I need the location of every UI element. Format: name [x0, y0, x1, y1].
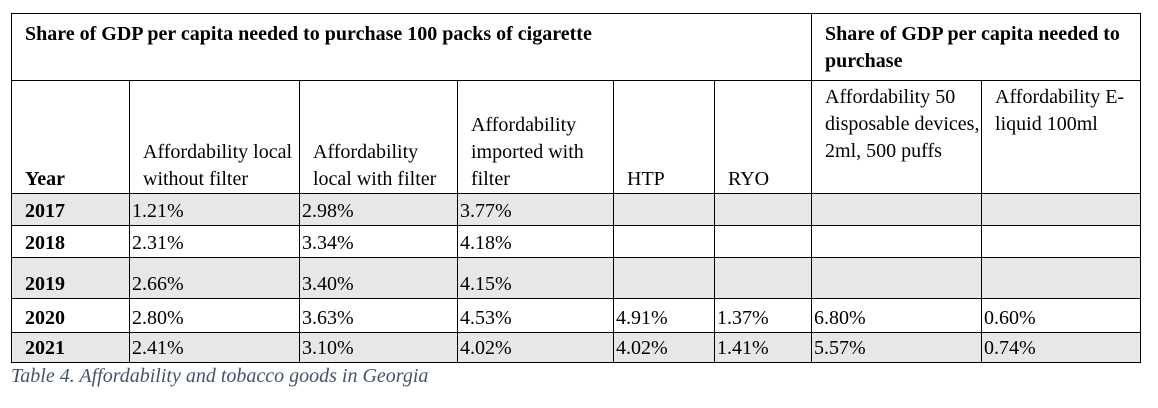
value-cell: 2.31% — [129, 225, 300, 258]
value-cell — [981, 257, 1142, 299]
value-cell: 4.02% — [613, 332, 715, 363]
value-cell: 2.80% — [129, 298, 300, 333]
value-cell: 4.53% — [457, 298, 614, 333]
value-cell: 6.80% — [811, 298, 983, 333]
value-cell: 3.40% — [299, 257, 458, 299]
value-cell: 3.77% — [457, 193, 614, 226]
value-cell: 2.41% — [129, 332, 300, 363]
value-cell — [811, 225, 983, 258]
table-row: 2020 2.80% 3.63% 4.53% 4.91% 1.37% 6.80%… — [11, 298, 1142, 333]
header-right: Share of GDP per capita needed to purcha… — [811, 13, 1142, 81]
col-ryo: RYO — [713, 80, 813, 194]
value-cell — [613, 193, 715, 226]
col-imported-with-filter: Affordability imported with filter — [457, 80, 614, 194]
value-cell — [713, 225, 813, 258]
col-year: Year — [11, 80, 130, 194]
header-left: Share of GDP per capita needed to purcha… — [10, 13, 813, 81]
value-cell: 2.98% — [299, 193, 458, 226]
value-cell: 3.63% — [299, 298, 458, 333]
col-local-with-filter: Affordability local with filter — [299, 80, 458, 194]
value-cell — [713, 257, 813, 299]
table-row: 2021 2.41% 3.10% 4.02% 4.02% 1.41% 5.57%… — [11, 332, 1142, 363]
value-cell: 1.41% — [713, 332, 813, 363]
value-cell: 1.21% — [129, 193, 300, 226]
col-htp: HTP — [613, 80, 715, 194]
value-cell: 3.10% — [299, 332, 458, 363]
value-cell — [981, 225, 1142, 258]
value-cell: 1.37% — [713, 298, 813, 333]
table-row: 2017 1.21% 2.98% 3.77% — [11, 193, 1142, 226]
value-cell — [981, 193, 1142, 226]
year-cell: 2020 — [11, 298, 130, 333]
year-cell: 2021 — [11, 332, 130, 363]
table-row: 2018 2.31% 3.34% 4.18% — [11, 225, 1142, 258]
value-cell: 4.02% — [457, 332, 614, 363]
value-cell: 4.18% — [457, 225, 614, 258]
table-caption: Table 4. Affordability and tobacco goods… — [11, 365, 429, 387]
value-cell — [811, 257, 983, 299]
value-cell: 5.57% — [811, 332, 983, 363]
year-cell: 2017 — [11, 193, 130, 226]
year-cell: 2019 — [11, 257, 130, 299]
value-cell: 0.60% — [981, 298, 1142, 333]
value-cell — [613, 257, 715, 299]
value-cell: 0.74% — [981, 332, 1142, 363]
col-local-without-filter: Affordability local without filter — [129, 80, 300, 194]
value-cell — [613, 225, 715, 258]
value-cell: 4.15% — [457, 257, 614, 299]
value-cell: 2.66% — [129, 257, 300, 299]
table-row: 2019 2.66% 3.40% 4.15% — [11, 257, 1142, 299]
value-cell — [811, 193, 983, 226]
affordability-table: Share of GDP per capita needed to purcha… — [10, 13, 1142, 363]
year-cell: 2018 — [11, 225, 130, 258]
value-cell — [713, 193, 813, 226]
value-cell: 3.34% — [299, 225, 458, 258]
value-cell: 4.91% — [613, 298, 715, 333]
col-eliquid: Affordability E-liquid 100ml — [981, 80, 1142, 194]
col-disposable: Affordability 50 disposable devices, 2ml… — [811, 80, 983, 194]
